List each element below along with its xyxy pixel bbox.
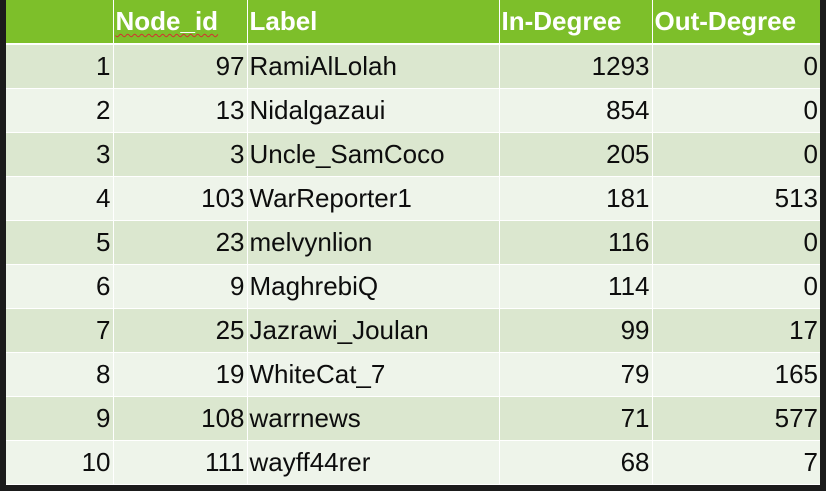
cell-node-id[interactable]: 19 <box>113 352 248 397</box>
cell-in-degree[interactable]: 205 <box>499 132 653 177</box>
cell-out-degree[interactable]: 513 <box>652 176 820 221</box>
cell-label[interactable]: MaghrebiQ <box>247 264 500 309</box>
cell-in-degree[interactable]: 68 <box>499 440 653 485</box>
table-body: 1 97 RamiAlLolah 1293 0 2 13 Nidalgazaui… <box>6 44 820 485</box>
cell-label[interactable]: Jazrawi_Joulan <box>247 308 500 353</box>
cell-out-degree[interactable]: 7 <box>652 440 820 485</box>
cell-label[interactable]: Nidalgazaui <box>247 88 500 133</box>
cell-in-degree[interactable]: 114 <box>499 264 653 309</box>
cell-index[interactable]: 2 <box>6 88 114 133</box>
cell-node-id[interactable]: 103 <box>113 176 248 221</box>
cell-node-id[interactable]: 111 <box>113 440 248 485</box>
cell-node-id[interactable]: 108 <box>113 396 248 441</box>
header-out-degree[interactable]: Out-Degree <box>652 0 820 45</box>
table-row: 3 3 Uncle_SamCoco 205 0 <box>6 132 820 177</box>
cell-label[interactable]: warrnews <box>247 396 500 441</box>
cell-in-degree[interactable]: 79 <box>499 352 653 397</box>
table-row: 8 19 WhiteCat_7 79 165 <box>6 352 820 397</box>
header-label[interactable]: Label <box>247 0 500 45</box>
table-row: 7 25 Jazrawi_Joulan 99 17 <box>6 308 820 353</box>
cell-out-degree[interactable]: 165 <box>652 352 820 397</box>
header-in-degree[interactable]: In-Degree <box>499 0 653 45</box>
cell-in-degree[interactable]: 99 <box>499 308 653 353</box>
cell-node-id[interactable]: 25 <box>113 308 248 353</box>
cell-in-degree[interactable]: 854 <box>499 88 653 133</box>
cell-node-id[interactable]: 13 <box>113 88 248 133</box>
cell-in-degree[interactable]: 1293 <box>499 44 653 89</box>
cell-in-degree[interactable]: 71 <box>499 396 653 441</box>
degree-table: Node_id Label In-Degree Out-Degree 1 97 … <box>6 0 820 485</box>
cell-label[interactable]: melvynlion <box>247 220 500 265</box>
cell-index[interactable]: 8 <box>6 352 114 397</box>
table-row: 1 97 RamiAlLolah 1293 0 <box>6 44 820 89</box>
table-row: 9 108 warrnews 71 577 <box>6 396 820 441</box>
cell-index[interactable]: 4 <box>6 176 114 221</box>
cell-out-degree[interactable]: 0 <box>652 44 820 89</box>
table-row: 2 13 Nidalgazaui 854 0 <box>6 88 820 133</box>
cell-node-id[interactable]: 3 <box>113 132 248 177</box>
cell-label[interactable]: RamiAlLolah <box>247 44 500 89</box>
cell-node-id[interactable]: 97 <box>113 44 248 89</box>
cell-node-id[interactable]: 9 <box>113 264 248 309</box>
cell-out-degree[interactable]: 0 <box>652 132 820 177</box>
cell-out-degree[interactable]: 0 <box>652 264 820 309</box>
cell-node-id[interactable]: 23 <box>113 220 248 265</box>
cell-index[interactable]: 5 <box>6 220 114 265</box>
cell-label[interactable]: WarReporter1 <box>247 176 500 221</box>
cell-index[interactable]: 3 <box>6 132 114 177</box>
cell-in-degree[interactable]: 181 <box>499 176 653 221</box>
cell-index[interactable]: 7 <box>6 308 114 353</box>
table-row: 6 9 MaghrebiQ 114 0 <box>6 264 820 309</box>
table-header: Node_id Label In-Degree Out-Degree <box>6 0 820 45</box>
table-row: 5 23 melvynlion 116 0 <box>6 220 820 265</box>
table-row: 4 103 WarReporter1 181 513 <box>6 176 820 221</box>
cell-out-degree[interactable]: 0 <box>652 220 820 265</box>
header-index[interactable] <box>6 0 114 45</box>
header-node-id[interactable]: Node_id <box>113 0 248 45</box>
cell-label[interactable]: WhiteCat_7 <box>247 352 500 397</box>
cell-label[interactable]: wayff44rer <box>247 440 500 485</box>
cell-index[interactable]: 6 <box>6 264 114 309</box>
cell-out-degree[interactable]: 577 <box>652 396 820 441</box>
cell-in-degree[interactable]: 116 <box>499 220 653 265</box>
cell-out-degree[interactable]: 0 <box>652 88 820 133</box>
cell-index[interactable]: 1 <box>6 44 114 89</box>
cell-out-degree[interactable]: 17 <box>652 308 820 353</box>
cell-index[interactable]: 10 <box>6 440 114 485</box>
header-row: Node_id Label In-Degree Out-Degree <box>6 0 820 45</box>
table-row: 10 111 wayff44rer 68 7 <box>6 440 820 485</box>
cell-index[interactable]: 9 <box>6 396 114 441</box>
header-node-id-text: Node_id <box>115 6 219 36</box>
cell-label[interactable]: Uncle_SamCoco <box>247 132 500 177</box>
